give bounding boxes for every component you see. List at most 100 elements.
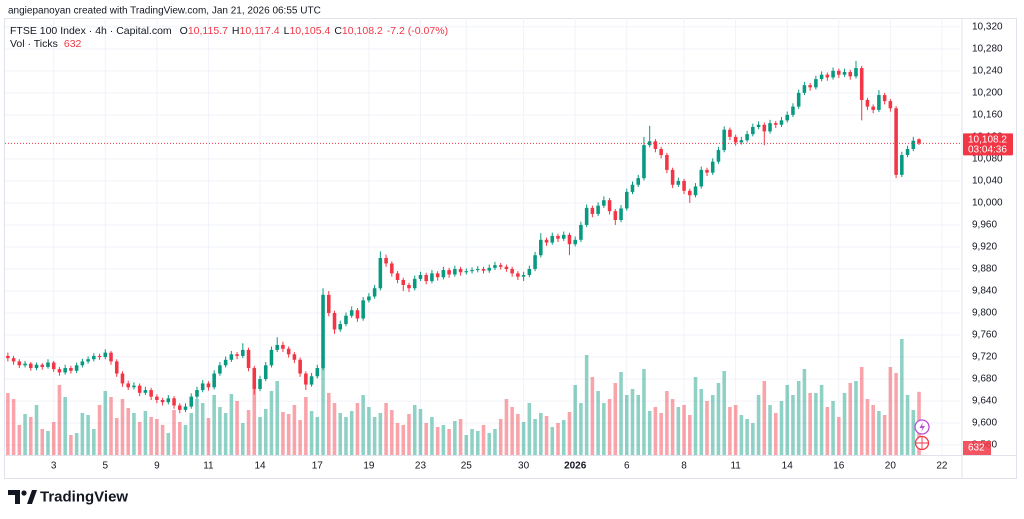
candle-body	[756, 124, 761, 127]
candle-body	[143, 390, 148, 393]
volume-bar	[86, 415, 90, 455]
candle-body	[464, 271, 469, 273]
candle-body	[475, 268, 480, 271]
candle-body	[653, 141, 658, 149]
x-tick-label: 14	[254, 461, 266, 472]
candle-body	[304, 373, 308, 385]
candle-body	[871, 106, 875, 110]
candle-body	[183, 406, 188, 410]
volume-bar	[590, 377, 595, 455]
volume-bar	[791, 395, 795, 455]
x-tick-label: 19	[363, 461, 375, 472]
volume-bar	[630, 389, 635, 455]
volume-bar	[458, 419, 463, 455]
candle-body	[453, 268, 457, 275]
candle-body	[739, 140, 744, 143]
volume-bar	[510, 407, 514, 455]
candle-body	[103, 352, 108, 358]
candle-body	[281, 344, 285, 349]
volume-bar	[361, 395, 365, 455]
volume-bar	[819, 385, 824, 455]
legend-value: 10,108.2	[342, 25, 383, 37]
volume-bar	[63, 397, 67, 455]
volume-bar	[659, 413, 663, 455]
candle-body	[69, 368, 73, 371]
candle-body	[11, 358, 16, 362]
volume-bar	[676, 407, 681, 455]
volume-bar	[567, 412, 572, 455]
candle-body	[516, 273, 520, 277]
volume-bar	[516, 414, 520, 455]
volume-bar	[493, 429, 497, 455]
volume-bar	[762, 381, 767, 455]
candle-body	[74, 365, 79, 371]
legend-key: L	[284, 25, 290, 37]
candle-body	[34, 364, 39, 369]
volume-bar	[842, 393, 847, 455]
candle-body	[51, 362, 56, 370]
candle-body	[481, 268, 486, 271]
candle-body	[670, 169, 675, 185]
legend-change: -7.2 (-0.07%)	[387, 25, 448, 37]
candle-body	[223, 359, 228, 366]
volume-bar	[46, 431, 50, 455]
candle-body	[29, 363, 33, 369]
candle-body	[705, 169, 709, 173]
volume-bar	[527, 403, 532, 455]
volume-bar	[29, 417, 33, 455]
volume-bar	[894, 373, 898, 455]
candle-body	[796, 92, 801, 107]
volume-bar	[464, 435, 469, 455]
volume-bar	[756, 395, 761, 455]
y-tick-label: 10,000	[972, 198, 1003, 209]
event-icon-cross	[916, 437, 928, 449]
volume-bar	[619, 372, 623, 455]
candle-body	[309, 376, 314, 385]
volume-bar	[705, 401, 709, 455]
candle-body	[332, 313, 337, 330]
candle-body	[762, 124, 767, 132]
candle-body	[573, 239, 577, 245]
candle-body	[252, 368, 257, 389]
candle-body	[521, 275, 526, 277]
candle-body	[470, 270, 474, 272]
candle-body	[390, 263, 394, 274]
x-tick-label: 20	[885, 461, 897, 472]
candle-body	[418, 275, 423, 279]
countdown: 03:04:36	[968, 145, 1007, 156]
y-tick-label: 9,760	[972, 330, 997, 341]
volume-bar	[367, 407, 371, 455]
candle-body	[688, 190, 692, 196]
volume-bar	[132, 413, 136, 455]
volume-bar	[137, 422, 142, 455]
candle-body	[384, 257, 388, 264]
candle-body	[567, 234, 572, 245]
candle-body	[837, 70, 841, 75]
volume-bar	[435, 427, 440, 455]
candle-body	[533, 255, 537, 269]
y-tick-label: 9,720	[972, 352, 997, 363]
candle-body	[579, 224, 583, 240]
volume-bar	[332, 403, 337, 455]
volume-bar	[223, 413, 228, 455]
volume-bar	[40, 429, 45, 455]
volume-bar	[837, 417, 841, 455]
x-tick-label: 17	[312, 461, 324, 472]
volume-bar	[653, 407, 658, 455]
x-tick-label: 6	[624, 461, 630, 472]
candle-body	[246, 349, 251, 369]
candle-body	[888, 101, 893, 109]
candle-body	[160, 399, 165, 403]
volume-bar	[550, 427, 555, 455]
candle-body	[917, 139, 921, 144]
volume-bar	[160, 425, 165, 455]
candle-body	[80, 361, 85, 366]
volume-bar	[665, 391, 669, 455]
volume-bar	[785, 385, 789, 455]
candle-body	[206, 383, 211, 388]
candle-body	[86, 359, 90, 362]
volume-last-label: 632	[968, 443, 985, 454]
volume-bar	[768, 405, 772, 455]
y-tick-label: 10,320	[972, 21, 1003, 32]
